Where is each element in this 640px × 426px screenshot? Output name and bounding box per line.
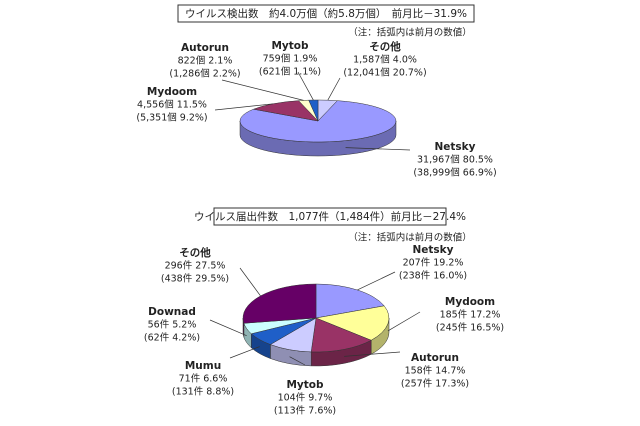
title-box — [213, 207, 447, 226]
slice-top — [242, 283, 317, 324]
pie-slice — [315, 305, 390, 355]
value-label: 207件 19.2% — [403, 257, 464, 269]
prev-label: (38,999個 66.9%) — [413, 167, 496, 179]
slice-label: Autorun — [181, 42, 229, 54]
slice-top — [315, 305, 390, 341]
prev-label: (245件 16.5%) — [436, 322, 504, 334]
prev-label: (1,286個 2.2%) — [169, 68, 240, 80]
slice-label: Mydoom — [147, 86, 197, 98]
prev-label: (238件 16.0%) — [399, 270, 467, 282]
prev-label: (131件 8.8%) — [172, 386, 234, 398]
prev-label: (12,041個 20.7%) — [343, 67, 426, 79]
chart-note: （注：括弧内は前月の数値） — [348, 27, 472, 39]
prev-label: (113件 7.6%) — [274, 405, 336, 417]
value-label: 4,556個 11.5% — [137, 99, 207, 111]
value-label: 104件 9.7% — [278, 392, 333, 404]
chart-title: ウイルス届出件数 1,077件（1,484件）前月比－27.4% — [194, 210, 466, 223]
value-label: 31,967個 80.5% — [417, 154, 493, 166]
chart-title: ウイルス検出数 約4.0万個（約5.8万個） 前月比－31.9% — [185, 7, 467, 20]
value-label: 56件 5.2% — [148, 319, 197, 331]
prev-label: (621個 1.1%) — [259, 66, 321, 78]
prev-label: (5,351個 9.2%) — [136, 112, 207, 124]
value-label: 296件 27.5% — [165, 260, 226, 272]
leader-line — [289, 356, 306, 366]
slice-top — [310, 317, 372, 353]
value-label: 759個 1.9% — [263, 53, 318, 65]
leader-line — [387, 311, 421, 332]
leader-line — [345, 147, 411, 151]
slice-label: その他 — [369, 40, 401, 53]
title-box — [177, 4, 475, 23]
slice-label: Autorun — [411, 352, 459, 364]
leader-line — [344, 351, 401, 357]
value-label: 822個 2.1% — [178, 55, 233, 67]
slice-label: Mydoom — [445, 296, 495, 308]
pie-slice — [315, 283, 385, 319]
prev-label: (62件 4.2%) — [144, 332, 200, 344]
leader-line — [357, 271, 396, 291]
leader-line — [221, 79, 304, 101]
leader-line — [229, 346, 260, 359]
slice-label: その他 — [179, 246, 211, 259]
slice-top — [239, 100, 397, 143]
slice-top — [315, 283, 385, 319]
chart-note: （注：括弧内は前月の数値） — [348, 232, 472, 244]
prev-label: (438件 29.5%) — [161, 273, 229, 285]
slice-label: Mytob — [286, 379, 324, 391]
pie-slice — [239, 100, 397, 157]
slice-label: Mumu — [185, 360, 221, 372]
leader-line — [327, 77, 341, 101]
slice-label: Mytob — [271, 40, 309, 52]
slice-label: Netsky — [412, 244, 453, 256]
slice-label: Netsky — [434, 141, 475, 153]
value-label: 158件 14.7% — [405, 365, 466, 377]
value-label: 71件 6.6% — [179, 373, 228, 385]
value-label: 185件 17.2% — [440, 309, 501, 321]
leader-line — [297, 71, 314, 101]
prev-label: (257件 17.3%) — [401, 378, 469, 390]
slice-label: Downad — [148, 306, 196, 318]
value-label: 1,587個 4.0% — [353, 54, 417, 66]
pie-slice — [269, 317, 317, 367]
leader-line — [209, 319, 247, 336]
leader-line — [214, 103, 274, 111]
leader-line — [239, 267, 261, 297]
